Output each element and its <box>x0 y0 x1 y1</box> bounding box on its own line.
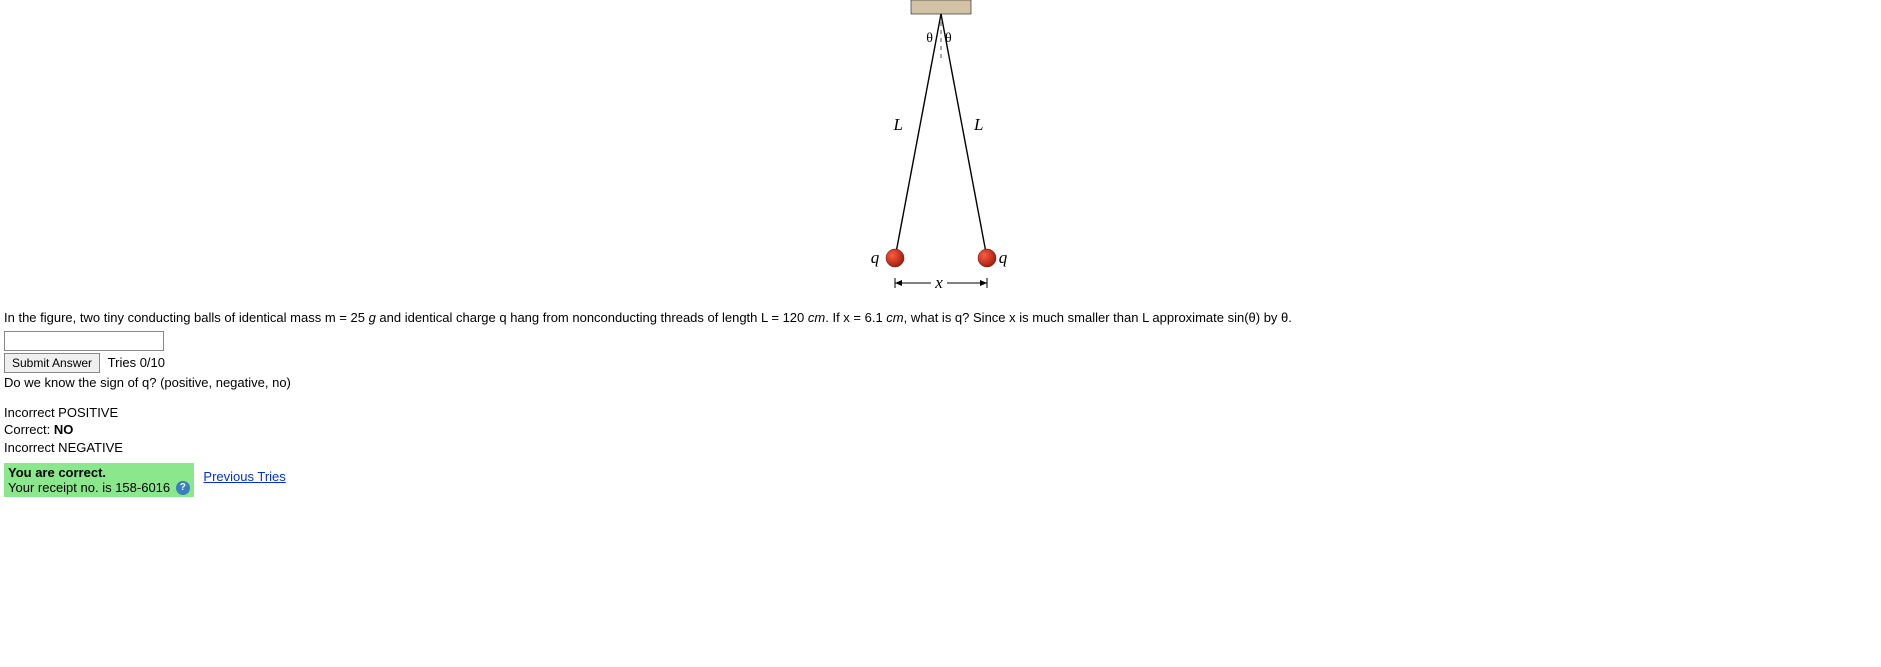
problem-statement: In the figure, two tiny conducting balls… <box>0 310 1881 327</box>
mass-value: 25 <box>350 310 364 325</box>
svg-text:L: L <box>973 115 983 134</box>
x-value: 6.1 <box>865 310 883 325</box>
question-2: Do we know the sign of q? (positive, neg… <box>0 375 1881 390</box>
problem-text-part: . If x = <box>825 310 864 325</box>
answer-input[interactable] <box>4 331 164 351</box>
length-value: 120 <box>783 310 805 325</box>
x-unit: cm <box>883 310 904 325</box>
submit-answer-button[interactable]: Submit Answer <box>4 353 100 373</box>
correct-label: Correct: <box>4 422 54 437</box>
tries-counter: Tries 0/10 <box>108 355 165 370</box>
length-unit: cm <box>804 310 825 325</box>
diagram-container: θθ L Lq q x <box>0 0 1881 310</box>
problem-text-part: , what is q? Since x is much smaller tha… <box>904 310 1292 325</box>
correct-value: NO <box>54 422 74 437</box>
problem-text-part: In the figure, two tiny conducting balls… <box>4 310 350 325</box>
previous-tries-link[interactable]: Previous Tries <box>203 469 285 484</box>
svg-text:θ: θ <box>945 31 952 46</box>
answer-option-incorrect: Incorrect NEGATIVE <box>4 439 1877 457</box>
problem-text-part: and identical charge q hang from noncond… <box>376 310 783 325</box>
correct-message: You are correct. <box>8 465 106 480</box>
receipt-number: 158-6016 <box>115 480 170 495</box>
pendulum-diagram: θθ L Lq q x <box>811 0 1071 310</box>
answer-option-incorrect: Incorrect POSITIVE <box>4 404 1877 422</box>
correct-feedback-box: You are correct. Your receipt no. is 158… <box>4 463 194 498</box>
answer-feedback-list: Incorrect POSITIVE Correct: NO Incorrect… <box>0 404 1881 457</box>
svg-text:L: L <box>892 115 902 134</box>
help-icon[interactable]: ? <box>176 481 190 495</box>
answer-option-correct: Correct: NO <box>4 421 1877 439</box>
receipt-label: Your receipt no. is <box>8 480 115 495</box>
svg-text:q: q <box>870 248 879 267</box>
svg-text:q: q <box>998 248 1007 267</box>
svg-text:θ: θ <box>926 31 933 46</box>
svg-text:x: x <box>934 273 943 292</box>
mass-unit: g <box>365 310 376 325</box>
